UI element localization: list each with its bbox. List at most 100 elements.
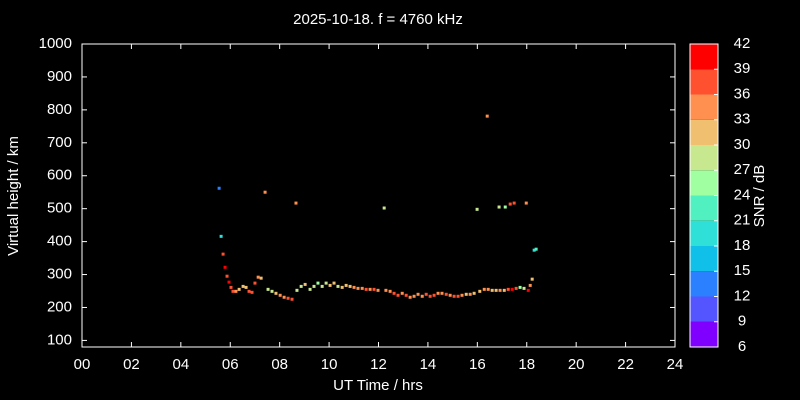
- data-point: [440, 291, 444, 295]
- data-point: [428, 294, 432, 298]
- data-point: [219, 234, 223, 238]
- x-tick-label: 20: [568, 356, 585, 373]
- data-point: [498, 288, 502, 292]
- y-tick-label: 900: [47, 68, 72, 85]
- data-point: [497, 205, 501, 209]
- colorbar-bin: [690, 44, 718, 70]
- data-point: [468, 292, 472, 296]
- colorbar-bin: [690, 170, 718, 196]
- data-point: [524, 201, 528, 205]
- data-point: [460, 293, 464, 297]
- data-point: [352, 285, 356, 289]
- data-point: [294, 201, 298, 205]
- data-point: [482, 287, 486, 291]
- data-point: [502, 288, 506, 292]
- data-point: [295, 288, 299, 292]
- x-tick-label: 24: [667, 356, 684, 373]
- x-tick-label: 00: [74, 356, 91, 373]
- data-point: [250, 290, 254, 294]
- data-point: [244, 285, 248, 289]
- x-tick-label: 04: [172, 356, 189, 373]
- x-tick-label: 22: [617, 356, 634, 373]
- data-point: [475, 207, 479, 211]
- colorbar-tick-label: 6: [738, 338, 746, 355]
- y-tick-label: 600: [47, 167, 72, 184]
- data-point: [308, 287, 312, 291]
- data-point: [270, 289, 274, 293]
- plot-frame: [81, 43, 676, 348]
- data-point: [506, 287, 510, 291]
- data-point: [388, 289, 392, 293]
- data-point: [340, 285, 344, 289]
- y-tick-label: 800: [47, 101, 72, 118]
- data-point: [356, 286, 360, 290]
- colorbar-bin: [690, 246, 718, 272]
- data-point: [436, 291, 440, 295]
- data-point: [282, 295, 286, 299]
- data-point: [234, 289, 238, 293]
- colorbar-tick-label: 27: [734, 161, 751, 178]
- colorbar-bin: [690, 220, 718, 246]
- data-point: [348, 284, 352, 288]
- data-point: [512, 201, 516, 205]
- data-point: [266, 287, 270, 291]
- data-point: [452, 294, 456, 298]
- data-point: [312, 284, 316, 288]
- data-point: [263, 190, 267, 194]
- data-point: [259, 276, 263, 280]
- data-point: [528, 283, 532, 287]
- data-point: [227, 280, 231, 284]
- data-point: [530, 277, 534, 281]
- data-point: [384, 288, 388, 292]
- data-point: [364, 287, 368, 291]
- y-tick-label: 100: [47, 331, 72, 348]
- data-point: [404, 293, 408, 297]
- x-tick-label: 02: [123, 356, 140, 373]
- colorbar-tick-label: 12: [734, 287, 751, 304]
- y-tick-label: 1000: [39, 35, 72, 52]
- data-point: [490, 288, 494, 292]
- data-point: [420, 294, 424, 298]
- data-point: [532, 248, 536, 252]
- y-tick-label: 400: [47, 233, 72, 250]
- data-point: [221, 252, 225, 256]
- data-point: [372, 287, 376, 291]
- data-point: [316, 281, 320, 285]
- data-point: [408, 295, 412, 299]
- data-point: [396, 293, 400, 297]
- colorbar-bin: [690, 296, 718, 322]
- data-point: [320, 284, 324, 288]
- data-point: [514, 286, 518, 290]
- colorbar-bin: [690, 145, 718, 171]
- data-point: [510, 287, 514, 291]
- data-point: [424, 292, 428, 296]
- x-axis-label: UT Time / hrs: [333, 377, 423, 394]
- colorbar-tick-label: 15: [734, 262, 751, 279]
- colorbar-tick-label: 39: [734, 60, 751, 77]
- colorbar-bin: [690, 69, 718, 95]
- data-point: [286, 296, 290, 300]
- colorbar-tick-label: 18: [734, 237, 751, 254]
- colorbar-label: SNR / dB: [751, 165, 768, 228]
- data-point: [328, 283, 332, 287]
- data-point: [485, 114, 489, 118]
- colorbar-tick-label: 33: [734, 111, 751, 128]
- data-point: [225, 274, 229, 278]
- data-point: [229, 285, 233, 289]
- data-point: [400, 291, 404, 295]
- data-point: [382, 206, 386, 210]
- data-point: [522, 286, 526, 290]
- data-point: [448, 293, 452, 297]
- data-point: [518, 285, 522, 289]
- x-tick-label: 16: [469, 356, 486, 373]
- data-point: [360, 286, 364, 290]
- data-point: [444, 292, 448, 296]
- data-point: [303, 282, 307, 286]
- data-point: [392, 291, 396, 295]
- data-point: [231, 289, 235, 293]
- data-point: [416, 292, 420, 296]
- colorbar-tick-label: 36: [734, 85, 751, 102]
- data-point: [274, 291, 278, 295]
- x-tick-label: 06: [222, 356, 239, 373]
